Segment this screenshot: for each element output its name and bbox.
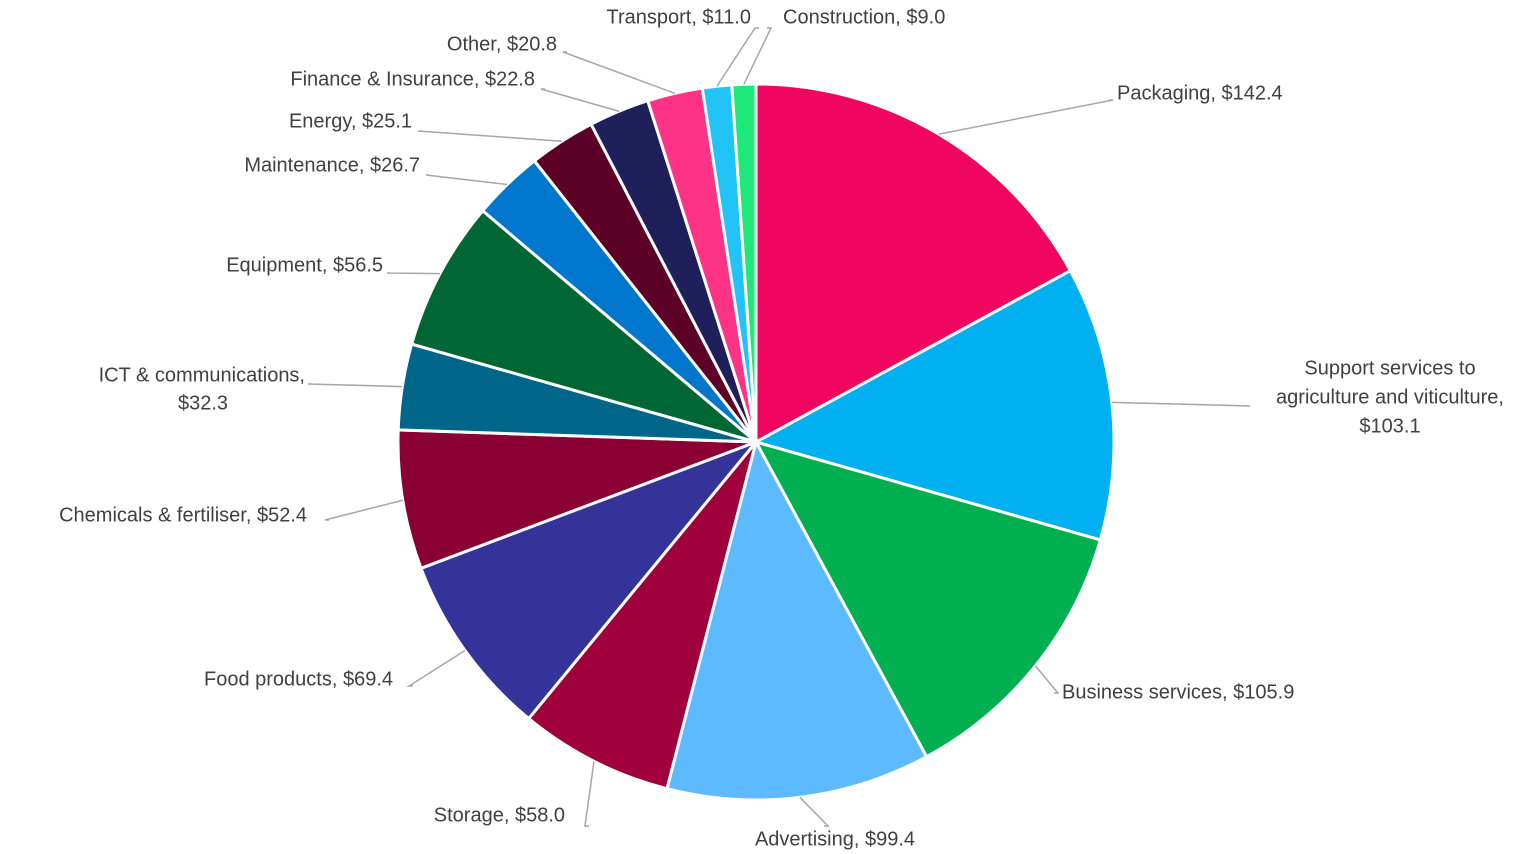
data-label: agriculture and viticulture, [1276,386,1504,408]
leader-line [799,796,830,827]
data-label: Storage, $58.0 [434,804,565,826]
data-label: ICT & communications, [99,364,305,386]
leader-line [584,761,595,827]
pie-slice [419,438,761,721]
leader-line [307,383,403,388]
data-label: Food products, $69.4 [204,668,393,690]
leader-line [417,130,562,142]
leader-line [425,174,508,186]
labels: Packaging, $142.4 Support services to agri… [59,6,1504,850]
data-label: Construction, $9.0 [783,6,945,28]
leader-line [743,27,773,85]
data-label: Chemicals & fertiliser, $52.4 [59,504,307,526]
leader-line [540,88,620,112]
data-label: Advertising, $99.4 [755,828,915,850]
leader-line [938,99,1114,135]
data-label: Finance & Insurance, $22.8 [290,68,535,90]
data-label: Energy, $25.1 [289,110,412,132]
pie-slice [754,82,1073,445]
data-label: $103.1 [1359,415,1420,437]
pie-slice [526,441,758,791]
data-label: $32.3 [178,392,228,414]
data-label: Transport, $11.0 [606,6,751,28]
pie-slice [752,439,1103,759]
data-label: Maintenance, $26.7 [244,154,420,176]
data-label: Support services to [1304,357,1475,379]
data-label: Business services, $105.9 [1062,681,1294,703]
data-label: Other, $20.8 [447,33,557,55]
data-label: Equipment, $56.5 [226,254,383,276]
leader-line [716,27,759,87]
leader-line [386,272,441,275]
data-label: Packaging, $142.4 [1117,82,1283,104]
slices [396,82,1116,802]
pie-slice [396,428,757,571]
pie-slice [665,437,929,802]
leader-line [1034,665,1060,694]
leader-line [324,499,403,521]
leader-line [1111,401,1251,407]
leader-line [406,649,466,687]
leader-line [562,51,676,95]
